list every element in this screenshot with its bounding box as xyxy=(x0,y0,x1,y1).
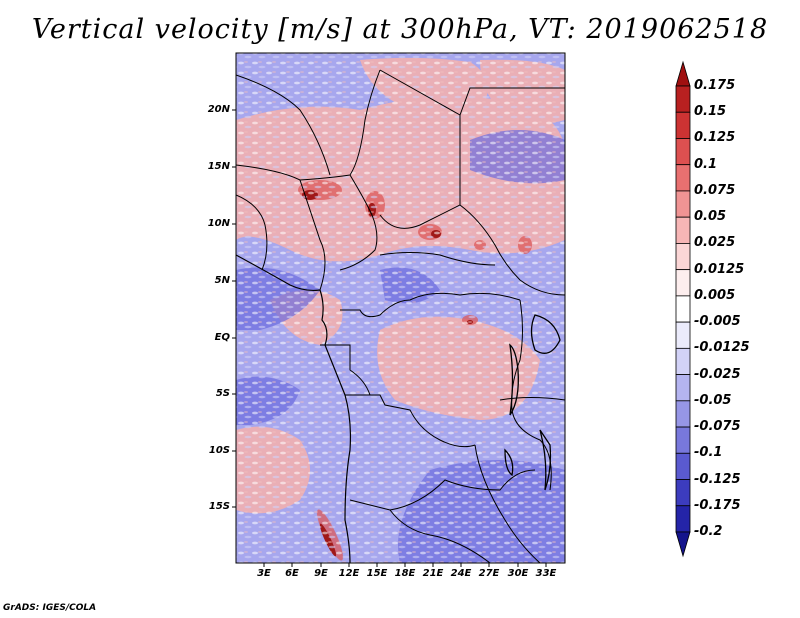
country-borders xyxy=(236,69,565,563)
lat-label-5s: 5S xyxy=(215,388,230,399)
colorbar-top-arrow xyxy=(675,60,691,87)
colorbar-swatch xyxy=(675,452,691,480)
lon-label-21e: 21E xyxy=(422,568,444,579)
colorbar-swatch xyxy=(675,164,691,192)
colorbar-swatch xyxy=(675,111,691,139)
colorbar-swatch xyxy=(675,216,691,244)
colorbar-level-label: -0.005 xyxy=(694,314,741,330)
map-frame xyxy=(235,52,566,564)
map-title: Vertical velocity [m/s] at 300hPa, VT: 2… xyxy=(31,14,769,45)
colorbar-swatch xyxy=(675,269,691,297)
colorbar-level-label: -0.2 xyxy=(694,524,723,539)
colorbar-swatch xyxy=(675,479,691,507)
colorbar xyxy=(675,60,691,558)
colorbar-swatch xyxy=(675,505,691,533)
lat-label-15s: 15S xyxy=(208,501,230,512)
colorbar-level-label: -0.025 xyxy=(694,366,741,382)
colorbar-level-label: -0.075 xyxy=(694,419,741,435)
grads-credit: GrADS: IGES/COLA xyxy=(3,603,97,613)
lon-label-6e: 6E xyxy=(285,568,299,579)
colorbar-level-label: 0.075 xyxy=(694,182,736,198)
colorbar-swatch xyxy=(675,400,691,428)
colorbar-level-label: 0.175 xyxy=(694,78,736,93)
lon-label-24e: 24E xyxy=(450,568,472,579)
colorbar-level-label: -0.125 xyxy=(694,471,741,487)
colorbar-swatch xyxy=(675,347,691,375)
colorbar-swatch xyxy=(675,243,691,271)
colorbar-swatch xyxy=(675,138,691,166)
lon-ticks xyxy=(263,563,547,567)
lon-label-3e: 3E xyxy=(257,568,271,579)
colorbar-level-label: 0.1 xyxy=(694,156,718,172)
lon-label-18e: 18E xyxy=(394,568,416,579)
colorbar-level-label: 0.05 xyxy=(694,209,727,225)
colorbar-swatch xyxy=(675,190,691,218)
velocity-field xyxy=(236,53,565,563)
lat-label-15n: 15N xyxy=(207,161,230,172)
lon-label-15e: 15E xyxy=(366,568,388,579)
colorbar-level-label: -0.175 xyxy=(694,497,741,513)
colorbar-swatch xyxy=(675,85,691,113)
lon-label-33e: 33E xyxy=(535,568,557,579)
colorbar-level-label: -0.05 xyxy=(694,392,732,408)
colorbar-swatch xyxy=(675,374,691,402)
colorbar-bottom-arrow xyxy=(675,531,691,558)
lat-label-eq: EQ xyxy=(214,332,230,343)
lat-label-20n: 20N xyxy=(207,104,230,115)
colorbar-level-label: 0.025 xyxy=(694,235,736,251)
lakes xyxy=(504,314,561,491)
colorbar-level-label: 0.125 xyxy=(694,130,736,146)
lon-label-30e: 30E xyxy=(507,568,529,579)
lat-label-5n: 5N xyxy=(214,275,230,286)
lat-ticks xyxy=(232,109,236,508)
colorbar-level-label: 0.15 xyxy=(694,104,727,120)
lon-label-9e: 9E xyxy=(314,568,328,579)
colorbar-level-label: 0.005 xyxy=(694,287,736,303)
colorbar-swatch xyxy=(675,426,691,454)
lon-label-27e: 27E xyxy=(478,568,500,579)
colorbar-swatch xyxy=(675,295,691,323)
colorbar-level-label: -0.0125 xyxy=(694,340,750,356)
colorbar-level-label: -0.1 xyxy=(694,445,723,461)
lat-label-10s: 10S xyxy=(208,445,230,456)
colorbar-level-label: 0.0125 xyxy=(694,261,745,277)
lat-label-10n: 10N xyxy=(207,218,230,229)
lon-label-12e: 12E xyxy=(338,568,360,579)
colorbar-swatch xyxy=(675,321,691,349)
